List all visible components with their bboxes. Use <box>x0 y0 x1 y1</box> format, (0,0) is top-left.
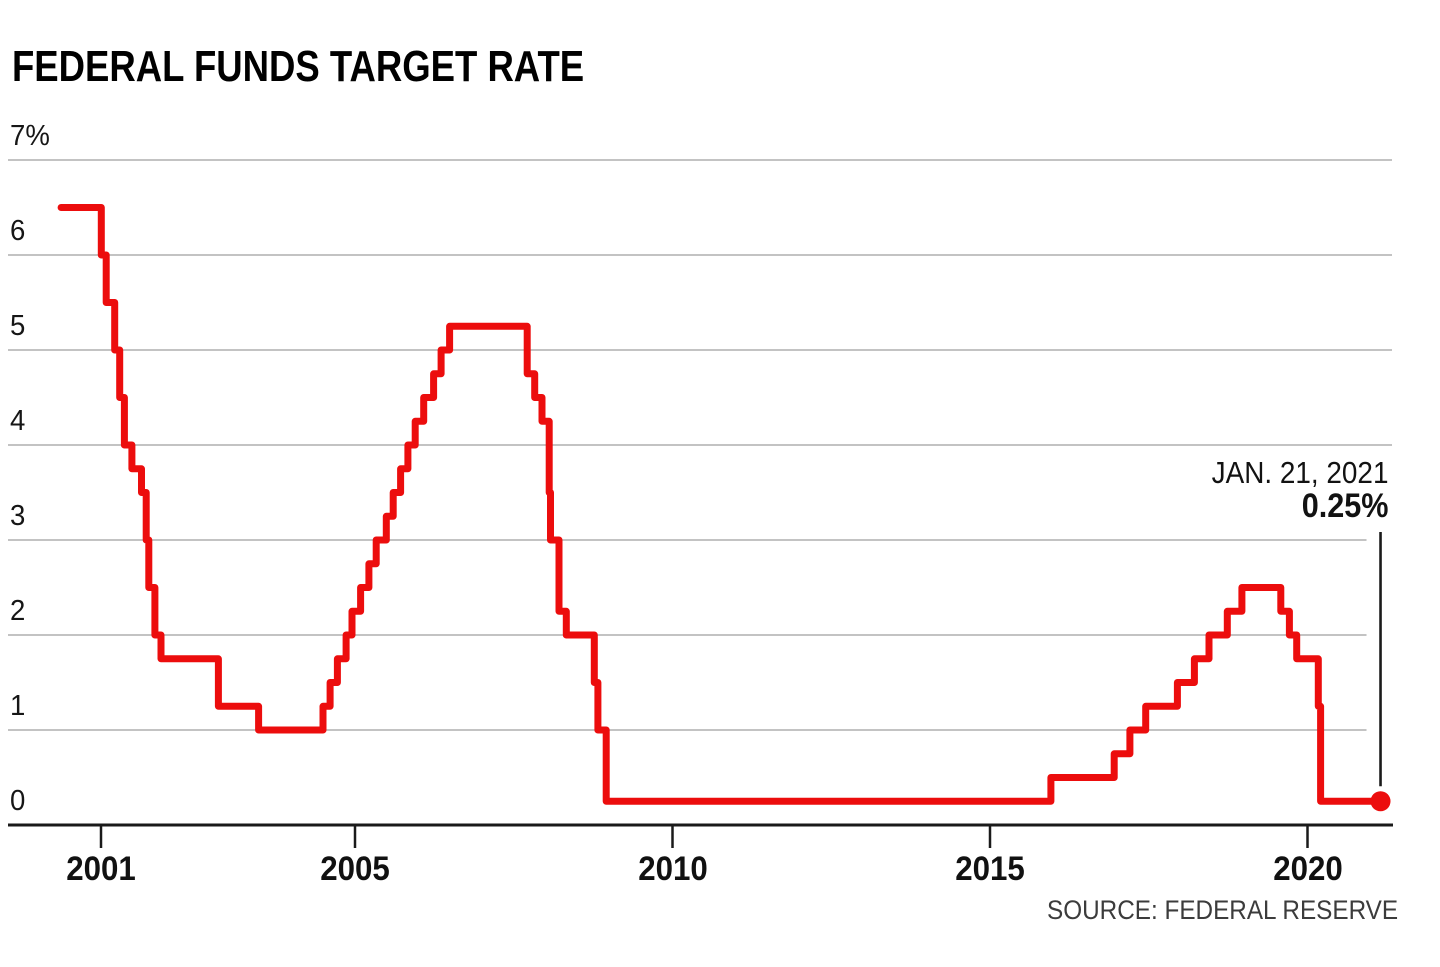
endpoint-dot <box>1370 791 1391 812</box>
y-tick-label-4: 4 <box>10 405 26 437</box>
y-tick-label-5: 5 <box>10 310 26 342</box>
annotation-value-label: 0.25% <box>1301 487 1388 525</box>
x-tick-label-2005: 2005 <box>320 850 390 888</box>
y-tick-label-3: 3 <box>10 500 26 532</box>
x-tick-label-2010: 2010 <box>637 850 708 888</box>
y-tick-label-1: 1 <box>10 690 26 722</box>
y-tick-label-7: 7% <box>10 120 50 152</box>
x-tick-label-2015: 2015 <box>955 850 1025 888</box>
annotation-date-label: JAN. 21, 2021 <box>1211 455 1388 490</box>
y-tick-label-6: 6 <box>10 215 26 247</box>
y-tick-label-0: 0 <box>10 785 26 817</box>
x-tick-label-2020: 2020 <box>1272 850 1343 888</box>
rate-line <box>57 204 1384 805</box>
x-tick-label-2001: 2001 <box>66 850 136 888</box>
chart-title: FEDERAL FUNDS TARGET RATE <box>12 42 585 91</box>
endpoint-annotation: JAN. 21, 2021 0.25% <box>1211 456 1388 523</box>
y-tick-label-2: 2 <box>10 595 26 627</box>
source-credit: SOURCE: FEDERAL RESERVE <box>1046 895 1398 925</box>
